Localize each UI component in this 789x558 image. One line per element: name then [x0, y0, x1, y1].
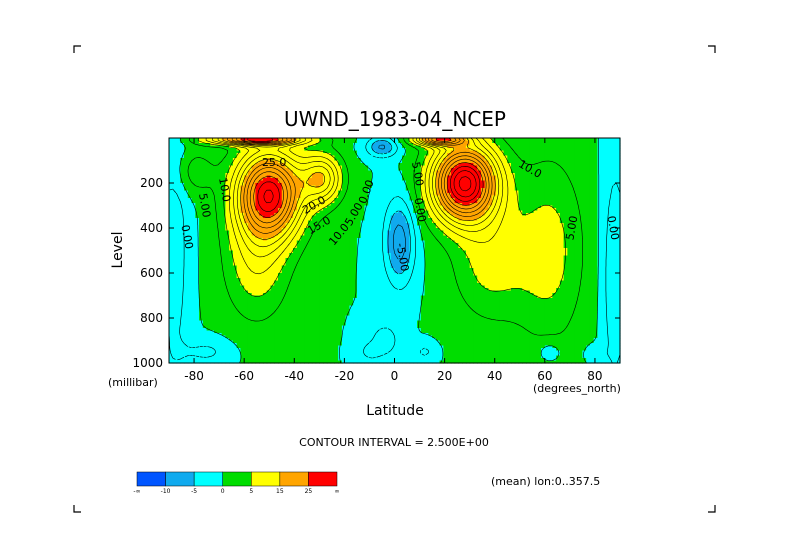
y-units-label: (millibar): [108, 376, 158, 389]
colorbar-swatch: [308, 471, 338, 487]
colorbar-swatch: [279, 471, 309, 487]
x-tick-label: -80: [184, 369, 204, 383]
x-axis: -80 -60 -40 -20 0 20 40 60 80: [184, 138, 603, 383]
colorbar-label: 25: [305, 488, 313, 495]
contour-line: [247, 137, 481, 212]
colorbar-label: 0: [221, 488, 225, 495]
contour-line: [205, 137, 509, 275]
contour-label: 10.0: [216, 177, 233, 203]
y-tick-label: 800: [140, 311, 163, 325]
colorbar-swatch: [136, 471, 166, 487]
contour-line: [241, 137, 484, 218]
colorbar-label: 15: [276, 488, 284, 495]
contour-label: 0.00: [178, 224, 195, 250]
contour-line: [458, 176, 472, 192]
contour-line: [378, 144, 406, 260]
filled-contours: [169, 138, 621, 364]
colorbar-swatch: [222, 471, 252, 487]
y-tick-label: 1000: [132, 356, 163, 370]
page-corner-marks: [73, 45, 716, 513]
y-axis-title: Level: [110, 232, 126, 269]
contour-line: [179, 137, 600, 364]
x-tick-label: 0: [391, 369, 399, 383]
colorbar-swatch: [165, 471, 195, 487]
contour-label: -5.00: [394, 242, 412, 272]
contour-line: [236, 137, 487, 224]
plot-area: 25.010.05.000.0020.015.010.05.000.00-5.0…: [168, 137, 622, 364]
colorbar: -∞ -10 -5 0 5 15 25 ∞: [133, 471, 340, 495]
x-tick-label: 80: [587, 369, 602, 383]
x-tick-label: 40: [487, 369, 502, 383]
colorbar-label: -5: [191, 488, 197, 495]
contour-label: 5.00: [563, 215, 580, 241]
y-tick-label: 600: [140, 266, 163, 280]
colorbar-swatch: [193, 471, 223, 487]
colorbar-label: -10: [161, 488, 171, 495]
contour-line: [197, 137, 566, 299]
contour-label: 5.00: [409, 161, 426, 187]
colorbar-label: 5: [249, 488, 253, 495]
x-tick-label: 20: [437, 369, 452, 383]
contour-label: 0.00: [604, 215, 621, 241]
contour-line: [217, 137, 500, 248]
contour-line: [263, 170, 477, 204]
contour-label: 25.0: [262, 156, 287, 169]
contour-line: [371, 140, 411, 275]
x-tick-label: 60: [537, 369, 552, 383]
contour-line: [231, 137, 490, 229]
mean-footnote: (mean) lon:0..357.5: [491, 475, 600, 488]
y-tick-label: 400: [140, 221, 163, 235]
colorbar-label: -∞: [133, 488, 140, 495]
contour-line: [222, 137, 496, 240]
contour-lines: [168, 137, 621, 364]
x-units-label: (degrees_north): [533, 382, 621, 395]
colorbar-label: ∞: [335, 488, 340, 495]
x-tick-label: -60: [234, 369, 254, 383]
colorbar-swatch: [251, 471, 281, 487]
y-tick-label: 200: [140, 176, 163, 190]
x-tick-label: -40: [284, 369, 304, 383]
chart-title: UWND_1983-04_NCEP: [284, 107, 506, 131]
contour-line: [212, 137, 504, 258]
contour-line: [187, 137, 583, 336]
contour-label: 0.00: [412, 197, 429, 223]
contour-label: 5.00: [196, 192, 213, 218]
x-axis-title: Latitude: [366, 403, 424, 419]
contour-interval-text: CONTOUR INTERVAL = 2.500E+00: [299, 436, 489, 449]
x-tick-label: -20: [335, 369, 355, 383]
contour-line: [227, 137, 493, 234]
y-axis: 200 400 600 800 1000: [132, 176, 620, 370]
